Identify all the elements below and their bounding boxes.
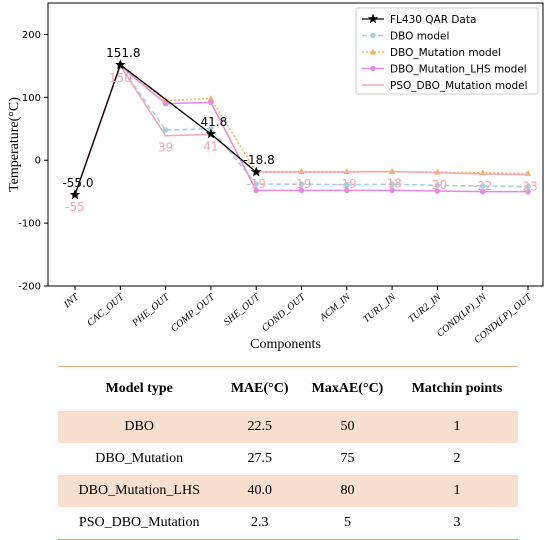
qar-data-label: -18.8: [244, 153, 275, 167]
model-comparison-table: Model type MAE(°C) MaxAE(°C) Matchin poi…: [58, 366, 518, 540]
temperature-chart: 200 100 0 -100 -200 INT CAC_OUT PHE_OUTCOMP_OUT…: [7, 2, 544, 352]
series-point: [525, 183, 531, 190]
qar-data-label: 151.8: [106, 46, 140, 60]
series-point: [343, 168, 350, 175]
y-axis-title: Temperature(°C): [7, 97, 22, 192]
cell-points: 1: [396, 475, 518, 507]
series-line: [74, 63, 257, 196]
qar-data-label: -55.0: [62, 176, 93, 190]
table-header-row: Model type MAE(°C) MaxAE(°C) Matchin poi…: [58, 366, 518, 412]
cell-points: 1: [396, 411, 518, 443]
y-tick-label: -200: [18, 282, 41, 293]
table-row: DBO 22.5 50 1: [58, 411, 518, 443]
y-tick-label: -100: [18, 219, 41, 230]
cell-model: DBO_Mutation: [95, 451, 184, 466]
plot-frame: [47, 2, 544, 287]
legend-label: DBO_Mutation model: [390, 47, 501, 59]
table-row: PSO_DBO_Mutation 2.3 5 3: [58, 507, 518, 540]
header-matching-points: Matchin points: [411, 381, 503, 396]
pink-data-label: -19: [246, 177, 266, 191]
x-tick-label: TUR1_IN: [361, 291, 399, 325]
series-point: [69, 189, 81, 200]
qar-data-label: 41.8: [201, 115, 228, 129]
series-point: [162, 127, 169, 133]
pink-data-label: -55: [65, 200, 85, 214]
x-tick-label: SHE_OUT: [222, 291, 263, 328]
pink-data-label: -23: [518, 180, 538, 194]
pink-data-label: 39: [158, 141, 173, 155]
header-model-type: Model type: [105, 381, 173, 396]
series-point: [162, 100, 169, 107]
series-point: [434, 188, 441, 194]
series-point: [479, 188, 486, 195]
header-mae: MAE(°C): [230, 381, 289, 396]
legend-box: [355, 7, 539, 95]
series-point: [253, 181, 259, 187]
legend-marker: [367, 13, 379, 24]
cell-mae: 40.0: [220, 475, 299, 507]
legend-label: DBO model: [390, 31, 449, 43]
x-tick-label: TUR2_IN: [406, 291, 444, 325]
series-point: [205, 128, 217, 139]
series-point: [434, 182, 441, 189]
legend-marker: [370, 65, 376, 72]
y-tick-label: 0: [35, 156, 41, 167]
cell-mae: 27.5: [247, 451, 272, 466]
legend-marker: [369, 48, 377, 55]
pink-data-label: 150: [109, 71, 132, 85]
series-point: [344, 187, 350, 194]
x-tick-label: COND_OUT: [260, 291, 309, 334]
legend-label: FL430 QAR Data: [390, 14, 476, 26]
y-tick-label: 100: [22, 93, 41, 104]
legend-label: DBO_Mutation_LHS model: [390, 64, 527, 76]
series-point: [298, 181, 305, 187]
x-tick-label: CAC_OUT: [85, 291, 127, 329]
series-point: [525, 188, 531, 195]
pink-data-label: -19: [337, 177, 357, 191]
table-row: DBO_Mutation_LHS 40.0 80 1: [58, 475, 518, 507]
table-row: DBO_Mutation 27.5 75 2: [58, 443, 518, 475]
x-tick-label: PHE_OUT: [130, 291, 173, 330]
series-point: [253, 187, 259, 194]
cell-model: DBO: [58, 411, 221, 443]
cell-points: 2: [453, 451, 461, 466]
legend-marker: [370, 32, 376, 39]
series-point: [479, 183, 486, 189]
pink-data-label: 41: [203, 139, 218, 153]
cell-maxae: 75: [340, 451, 355, 466]
series-point: [389, 187, 395, 194]
legend-label: PSO_DBO_Mutation model: [390, 80, 528, 92]
x-tick-label: ACM_IN: [317, 291, 354, 324]
cell-maxae: 5: [344, 515, 351, 530]
series-line: [74, 64, 529, 196]
series-point: [208, 99, 214, 106]
x-tick-label: INT: [61, 291, 82, 311]
cell-mae: 22.5: [220, 411, 299, 443]
cell-maxae: 50: [298, 411, 397, 443]
pink-data-label: -18: [382, 177, 402, 191]
x-axis-title: Components: [250, 337, 321, 352]
series-point: [298, 187, 305, 194]
cell-model: PSO_DBO_Mutation: [78, 515, 200, 530]
pink-data-label: -22: [473, 179, 493, 193]
header-maxae: MaxAE(°C): [311, 381, 384, 396]
cell-maxae: 80: [298, 475, 397, 507]
y-tick-label: 200: [22, 30, 41, 41]
cell-model: DBO_Mutation_LHS: [58, 475, 221, 507]
series-point: [115, 59, 126, 70]
x-tick-label: COMP_OUT: [169, 291, 218, 335]
cell-mae: 2.3: [250, 515, 269, 530]
series-point: [251, 166, 262, 177]
series-point: [389, 181, 395, 187]
pink-data-label: -19: [292, 177, 312, 191]
cell-points: 3: [453, 515, 461, 530]
series-point: [344, 181, 350, 188]
pink-data-label: -20: [428, 178, 448, 192]
series-point: [207, 95, 215, 102]
